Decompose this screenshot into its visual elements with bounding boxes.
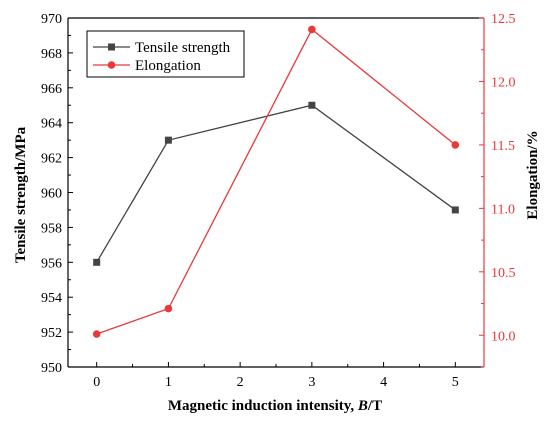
series-layer [92, 25, 460, 338]
x-axis-title: Magnetic induction intensity, B/T [168, 398, 382, 414]
data-point-tensile [164, 136, 172, 144]
legend: Tensile strength Elongation [86, 30, 245, 78]
left-y-tick-label: 964 [41, 117, 62, 132]
data-point-elongation [164, 304, 173, 313]
x-tick-label: 1 [165, 375, 172, 390]
left-y-tick-label: 962 [41, 152, 62, 167]
right-y-tick-label: 11.0 [491, 202, 515, 217]
left-y-tick-label: 968 [41, 47, 62, 62]
legend-marker-elongation [107, 61, 116, 69]
x-tick-label: 0 [93, 375, 100, 390]
data-point-elongation [308, 25, 316, 34]
right-y-tick-label: 11.5 [491, 139, 515, 154]
series-line-elongation [96, 28, 456, 335]
x-tick-label: 2 [237, 375, 244, 390]
left-y-tick-label: 966 [41, 82, 62, 97]
right-y-tick-label: 12.0 [491, 75, 516, 90]
data-point-elongation [92, 330, 101, 338]
legend-box [86, 30, 245, 78]
data-point-tensile [308, 101, 316, 109]
legend-marker-tensile [108, 43, 115, 51]
x-tick-label: 3 [308, 375, 315, 390]
x-axis: 0 1 2 3 4 5 [93, 362, 459, 390]
data-point-elongation [451, 141, 460, 149]
data-point-tensile [93, 258, 101, 266]
legend-label-tensile: Tensile strength [135, 40, 231, 56]
right-y-tick-label: 12.5 [491, 12, 516, 27]
left-y-axis-title: Tensile strength/MPa [13, 126, 29, 263]
x-axis-title-prefix: Magnetic induction intensity, [168, 398, 358, 414]
left-y-tick-label: 960 [41, 187, 62, 202]
legend-label-elongation: Elongation [135, 58, 201, 74]
left-y-tick-label: 958 [41, 221, 62, 236]
left-y-tick-label: 952 [41, 326, 62, 341]
x-tick-label: 4 [380, 375, 387, 390]
right-y-tick-label: 10.0 [491, 329, 516, 344]
right-y-axis-title: Elongation/% [525, 130, 541, 219]
x-axis-title-suffix: /T [367, 398, 382, 414]
left-y-axis: 950 952 954 956 958 960 962 964 966 968 970 [41, 12, 73, 376]
x-tick-label: 5 [452, 375, 459, 390]
left-y-tick-label: 950 [41, 361, 62, 376]
x-axis-title-var: B [357, 398, 368, 414]
left-y-tick-label: 956 [41, 256, 62, 271]
series-line-tensile [96, 104, 456, 263]
right-y-tick-label: 10.5 [491, 266, 516, 281]
left-y-tick-label: 954 [41, 291, 62, 306]
data-point-tensile [451, 206, 459, 214]
right-y-axis: 10.0 10.5 11.0 11.5 12.0 12.5 [479, 12, 516, 368]
left-y-tick-label: 970 [41, 12, 62, 27]
